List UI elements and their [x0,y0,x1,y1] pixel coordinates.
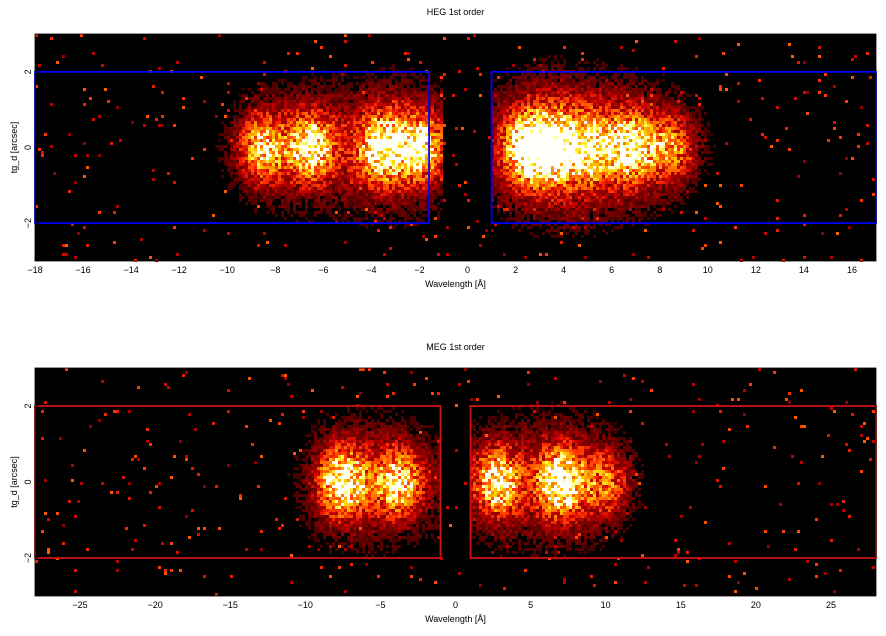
x-tick-label: −20 [148,600,163,610]
x-tick-label: 16 [847,265,857,275]
x-tick-label: 14 [799,265,809,275]
plot-background [35,368,876,596]
y-tick-label: −2 [23,218,33,228]
x-tick-label: 10 [601,600,611,610]
x-tick-label: 4 [561,265,566,275]
x-tick-label: −5 [375,600,385,610]
x-axis-label: Wavelength [Å] [425,614,486,624]
chart-title: HEG 1st order [427,7,485,17]
x-tick-label: −18 [27,265,42,275]
x-tick-label: −25 [72,600,87,610]
x-tick-label: −12 [172,265,187,275]
x-tick-label: 12 [751,265,761,275]
y-tick-label: 0 [23,145,33,150]
x-tick-label: 20 [751,600,761,610]
x-tick-label: 0 [453,600,458,610]
x-tick-label: −16 [75,265,90,275]
x-tick-label: −4 [366,265,376,275]
heatmap-cells [35,368,875,596]
panel-0: −18 −16 −14 −12 −10 −8 −6 −4 −2 0 2 4 6 8 10 12 14 16 −2 0 2… [9,7,877,289]
x-tick-label: −15 [223,600,238,610]
x-tick-label: 25 [826,600,836,610]
x-axis-label: Wavelength [Å] [425,279,486,289]
y-axis-label: tg_d [arcsec] [9,456,19,508]
y-tick-label: −2 [23,553,33,563]
x-tick-label: −2 [414,265,424,275]
x-tick-label: 2 [513,265,518,275]
x-tick-label: 15 [676,600,686,610]
x-tick-label: 0 [465,265,470,275]
x-tick-label: 8 [657,265,662,275]
y-tick-label: 0 [23,479,33,484]
x-tick-label: −10 [298,600,313,610]
y-axis-label: tg_d [arcsec] [9,122,19,174]
chart-title: MEG 1st order [426,342,485,352]
heatmap-cells [35,34,875,262]
x-tick-label: −6 [318,265,328,275]
x-tick-label: 5 [528,600,533,610]
x-tick-label: −10 [220,265,235,275]
x-tick-label: 6 [609,265,614,275]
y-tick-label: 2 [23,403,33,408]
plot-background [35,34,876,261]
x-tick-label: −14 [123,265,138,275]
x-tick-label: −8 [270,265,280,275]
x-tick-label: 10 [703,265,713,275]
y-tick-label: 2 [23,69,33,74]
